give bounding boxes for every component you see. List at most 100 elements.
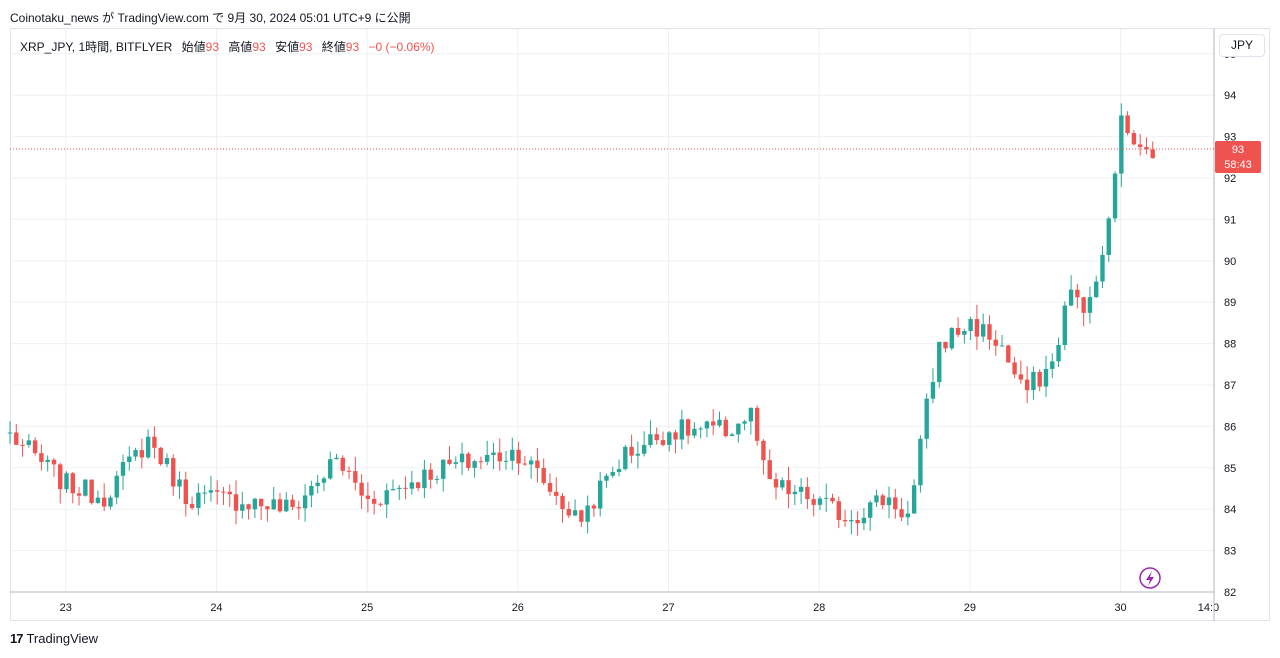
x-tick-label: 26 <box>512 602 524 614</box>
candle-body <box>723 419 728 437</box>
candle-body <box>930 382 936 399</box>
x-tick-label: 27 <box>662 602 674 614</box>
site-name[interactable]: TradingView.com <box>117 11 209 25</box>
candle-body <box>422 469 427 489</box>
candle-body <box>767 460 772 480</box>
candle-body <box>466 453 471 468</box>
candle-body <box>1100 254 1105 282</box>
candle-body <box>409 482 415 489</box>
candle-body <box>127 456 132 463</box>
candle-body <box>1081 297 1086 313</box>
candle-body <box>1056 345 1061 362</box>
candle-body <box>434 478 440 480</box>
publisher-name[interactable]: Coinotaku_news <box>10 11 99 25</box>
axes-group: 8283848586878889909192939495232425262728… <box>10 29 1261 621</box>
candle-body <box>346 470 352 472</box>
candle-body <box>39 453 44 462</box>
publish-info: Coinotaku_news が TradingView.com で 9月 30… <box>10 9 411 26</box>
x-tick-label: 28 <box>813 602 825 614</box>
legend-high-value: 93 <box>252 40 266 54</box>
candle-body <box>874 495 879 503</box>
particle-ga: が <box>102 11 115 25</box>
candle-body <box>535 460 540 469</box>
candle-body <box>208 490 214 493</box>
candle-body <box>943 341 948 349</box>
candle-body <box>334 457 339 460</box>
legend-symbol[interactable]: XRP_JPY, 1時間, BITFLYER <box>20 40 173 54</box>
y-tick-label: 89 <box>1224 297 1236 309</box>
candle-body <box>1031 371 1036 391</box>
candle-body <box>1075 289 1080 298</box>
candle-body <box>497 452 502 462</box>
candle-body <box>962 330 967 335</box>
candle-body <box>114 475 119 498</box>
candle-body <box>196 492 201 508</box>
candle-body <box>955 327 961 335</box>
candle-body <box>58 464 63 490</box>
candle-body <box>397 487 402 489</box>
currency-button[interactable]: JPY <box>1219 34 1265 57</box>
candle-body <box>478 461 484 463</box>
candles-group <box>7 103 1155 536</box>
grid-lines <box>10 29 1214 593</box>
candle-body <box>353 471 358 483</box>
candle-body <box>189 504 195 508</box>
candle-body <box>145 436 151 458</box>
candle-body <box>510 449 515 461</box>
candle-body <box>748 407 754 422</box>
candle-body <box>164 458 170 465</box>
candle-body <box>296 507 302 509</box>
chart-frame <box>10 28 1270 621</box>
candle-body <box>886 497 892 506</box>
candle-body <box>321 478 327 483</box>
candle-body <box>980 324 986 337</box>
candle-body <box>221 491 226 493</box>
candle-body <box>654 434 659 441</box>
candle-body <box>648 434 653 445</box>
candle-body <box>152 436 157 448</box>
candle-body <box>579 510 584 522</box>
candle-body <box>233 494 239 511</box>
legend-low-value: 93 <box>299 40 313 54</box>
candle-body <box>704 421 710 429</box>
candle-body <box>252 498 258 510</box>
candle-body <box>692 428 697 436</box>
candle-body <box>1112 173 1118 219</box>
candle-body <box>754 407 760 441</box>
candle-body <box>14 432 19 445</box>
candle-body <box>711 421 716 426</box>
candle-body <box>1119 115 1124 174</box>
legend-high-label: 高値 <box>228 40 253 54</box>
candle-body <box>560 495 565 510</box>
lightning-icon[interactable] <box>1139 567 1161 589</box>
candle-body <box>7 432 13 434</box>
candle-body <box>761 440 766 461</box>
candle-body <box>742 421 747 424</box>
candle-body <box>83 479 88 496</box>
x-tick-label: 30 <box>1114 602 1126 614</box>
x-tick-label: 24 <box>210 602 222 614</box>
candle-body <box>133 450 138 457</box>
candle-body <box>384 490 389 505</box>
candle-body <box>786 480 791 495</box>
candle-body <box>641 444 647 454</box>
candle-body <box>736 423 741 435</box>
ohlc-legend: XRP_JPY, 1時間, BITFLYER 始値93 高値93 安値93 終値… <box>20 38 435 55</box>
publish-datetime: 9月 30, 2024 05:01 UTC+9 <box>227 11 372 25</box>
candle-body <box>516 449 521 464</box>
candle-body <box>415 482 421 489</box>
footer-brand[interactable]: 17 TradingView <box>10 631 98 646</box>
candle-body <box>390 488 396 491</box>
candle-body <box>817 498 823 505</box>
y-tick-label: 85 <box>1224 463 1236 475</box>
candle-body <box>277 499 283 512</box>
candle-body <box>685 419 691 436</box>
candle-body <box>999 345 1005 347</box>
candle-body <box>290 499 295 508</box>
candle-body <box>214 490 220 492</box>
candle-body <box>566 509 572 516</box>
candle-body <box>924 398 929 439</box>
candle-body <box>597 480 603 509</box>
candle-body <box>108 497 113 507</box>
